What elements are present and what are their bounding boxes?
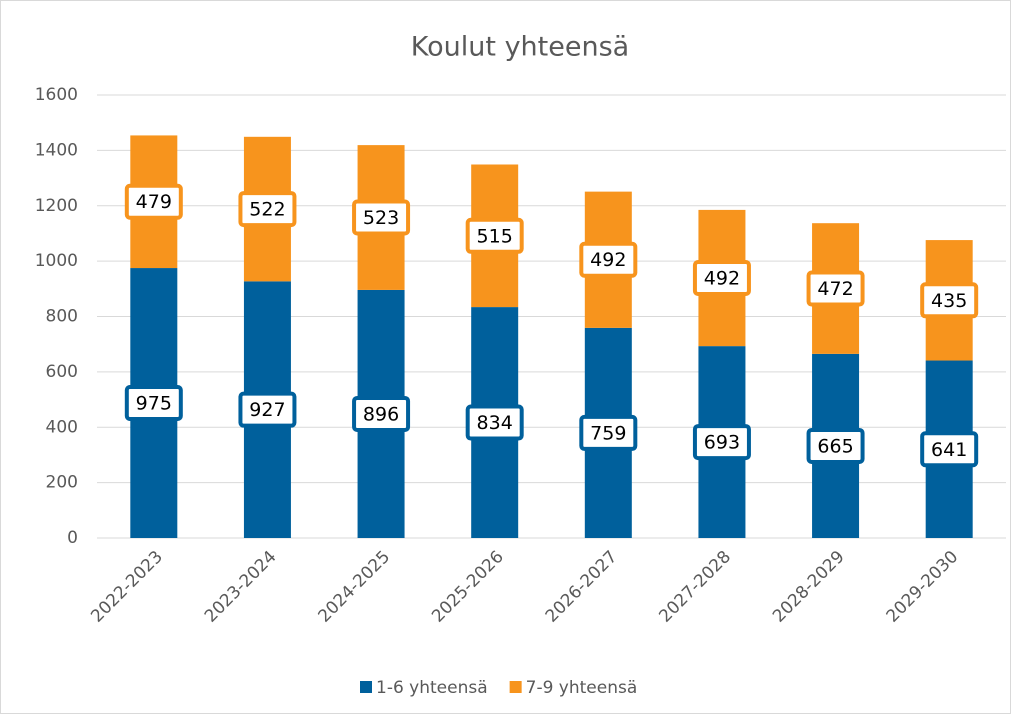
y-tick-label: 400	[46, 417, 78, 437]
y-tick-label: 600	[46, 362, 78, 382]
data-label-box	[465, 404, 524, 441]
y-tick-label: 1000	[35, 251, 78, 271]
data-label: 641	[931, 439, 967, 461]
data-label: 834	[477, 412, 513, 434]
chart-title: Koulut yhteensä	[411, 32, 629, 63]
y-tick-label: 200	[46, 473, 78, 493]
data-label: 522	[249, 199, 285, 221]
data-label-box	[692, 424, 751, 461]
legend-label: 7-9 yhteensä	[526, 678, 638, 698]
data-label: 479	[136, 191, 172, 213]
data-label-box	[579, 414, 638, 451]
data-label-box	[238, 391, 297, 428]
data-label-box	[579, 241, 638, 278]
data-label: 492	[590, 249, 626, 271]
data-label: 975	[136, 393, 172, 415]
data-label: 472	[817, 278, 853, 300]
y-tick-label: 1600	[35, 85, 78, 105]
data-label: 759	[590, 422, 626, 444]
data-label-box	[465, 217, 524, 254]
data-label-box	[124, 385, 183, 422]
data-label: 435	[931, 290, 967, 312]
legend-swatch	[360, 681, 372, 693]
data-label-box	[920, 282, 979, 319]
data-label: 523	[363, 207, 399, 229]
data-label: 896	[363, 403, 399, 425]
y-tick-label: 1400	[35, 140, 78, 160]
data-label-box	[806, 427, 865, 464]
data-label-box	[352, 395, 411, 432]
y-tick-label: 1200	[35, 196, 78, 216]
data-label: 693	[704, 432, 740, 454]
data-label-box	[352, 199, 411, 236]
data-label-box	[920, 431, 979, 468]
data-label: 492	[704, 268, 740, 290]
data-label-box	[806, 270, 865, 307]
legend: 1-6 yhteensä 7-9 yhteensä	[360, 678, 637, 698]
legend-label: 1-6 yhteensä	[376, 678, 488, 698]
legend-swatch	[509, 681, 522, 693]
data-label: 665	[817, 435, 853, 457]
data-label-box	[692, 260, 751, 297]
data-label-box	[124, 183, 183, 220]
data-label: 927	[249, 399, 285, 421]
y-tick-label: 0	[67, 528, 78, 548]
data-label: 515	[477, 225, 513, 247]
y-tick-label: 800	[46, 307, 78, 327]
data-label-box	[238, 191, 297, 228]
